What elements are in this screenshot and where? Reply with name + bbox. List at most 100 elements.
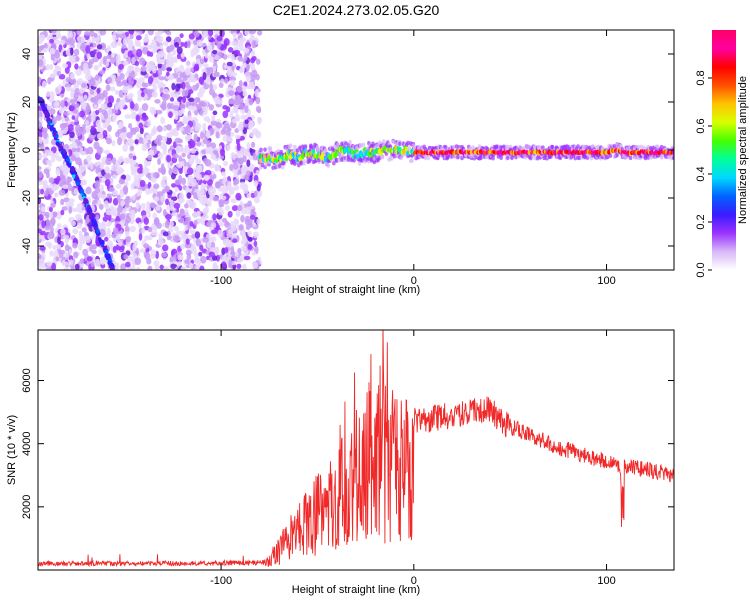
noise-pixel (93, 104, 98, 110)
noise-pixel (176, 77, 182, 83)
noise-pixel (75, 56, 80, 62)
noise-pixel (212, 49, 218, 55)
noise-pixel (49, 64, 54, 70)
sweep-pixel (53, 132, 57, 137)
noise-pixel (199, 255, 207, 264)
noise-pixel (86, 256, 93, 262)
noise-pixel (162, 143, 168, 152)
noise-pixel (48, 212, 54, 219)
noise-pixel (194, 96, 201, 103)
x-tick-label: -100 (210, 275, 232, 287)
noise-pixel (100, 103, 108, 110)
noise-pixel (42, 131, 48, 140)
noise-pixel (174, 112, 179, 121)
noise-pixel (171, 196, 178, 202)
noise-pixel (166, 46, 171, 53)
noise-pixel (178, 167, 183, 175)
noise-pixel (178, 193, 184, 201)
noise-pixel (138, 232, 143, 241)
noise-pixel (208, 187, 215, 196)
noise-pixel (222, 126, 227, 133)
sweep-pixel (89, 214, 93, 220)
noise-pixel (215, 254, 220, 262)
noise-pixel (125, 157, 130, 164)
noise-pixel (69, 259, 74, 266)
tone-halo-pixel (274, 164, 278, 170)
noise-pixel (200, 102, 207, 107)
noise-pixel (138, 222, 142, 229)
noise-pixel (43, 42, 48, 50)
noise-pixel (51, 154, 56, 163)
tone-halo-pixel (499, 155, 503, 160)
noise-pixel (198, 107, 204, 116)
noise-pixel (183, 220, 189, 226)
noise-pixel (54, 65, 60, 70)
noise-pixel (238, 103, 245, 110)
tone-halo-pixel (375, 143, 379, 149)
noise-pixel (132, 243, 137, 252)
noise-pixel (157, 237, 164, 246)
tone-halo-pixel (361, 142, 366, 148)
noise-pixel (188, 33, 195, 40)
noise-pixel (102, 90, 108, 98)
noise-pixel (191, 243, 197, 251)
snr-axes: -100 0 100 2000 4000 6000 (21, 330, 674, 587)
sweep-pixel (91, 219, 96, 225)
sweep-pixel (88, 211, 92, 216)
noise-pixel (120, 132, 127, 137)
noise-pixel (231, 40, 238, 47)
noise-pixel (130, 127, 136, 133)
noise-pixel (232, 162, 239, 170)
noise-pixel (246, 142, 251, 150)
tone-halo-pixel (309, 156, 313, 162)
tone-halo-pixel (280, 165, 285, 170)
noise-pixel (201, 220, 206, 226)
noise-pixel (183, 167, 189, 175)
noise-pixel (122, 126, 127, 133)
noise-pixel (206, 221, 211, 228)
noise-pixel (193, 133, 198, 142)
noise-pixel (255, 58, 261, 65)
noise-pixel (161, 252, 168, 258)
noise-pixel (249, 214, 256, 220)
noise-pixel (91, 190, 98, 200)
noise-pixel (141, 103, 149, 112)
noise-pixel (120, 263, 127, 270)
noise-pixel (124, 174, 131, 182)
noise-pixel (98, 203, 104, 210)
noise-pixel (253, 190, 258, 198)
noise-pixel (147, 139, 152, 145)
noise-pixel (38, 154, 43, 160)
noise-pixel (179, 126, 184, 132)
noise-pixel (160, 116, 166, 125)
noise-pixel (247, 244, 253, 250)
noise-pixel (162, 40, 169, 47)
x-tick-label: -100 (210, 575, 232, 587)
noise-pixel (91, 249, 97, 255)
noise-pixel (206, 130, 211, 139)
tone-halo-pixel (434, 145, 439, 151)
noise-pixel (146, 235, 153, 241)
noise-pixel (185, 124, 191, 133)
noise-pixel (135, 81, 142, 89)
noise-pixel (244, 119, 249, 125)
noise-pixel (106, 54, 112, 60)
noise-pixel (192, 39, 199, 45)
noise-pixel (203, 63, 209, 68)
noise-pixel (65, 201, 71, 208)
tone-halo-pixel (360, 158, 364, 163)
noise-pixel (117, 39, 122, 47)
noise-pixel (150, 230, 158, 236)
noise-pixel (111, 233, 117, 239)
noise-pixel (187, 175, 194, 183)
noise-pixel (212, 65, 217, 73)
noise-pixel (243, 54, 248, 62)
noise-pixel (252, 261, 259, 269)
noise-pixel (169, 97, 175, 102)
noise-pixel (94, 74, 99, 82)
noise-pixel (166, 131, 173, 139)
noise-pixel (125, 197, 131, 204)
noise-pixel (128, 84, 133, 90)
noise-pixel (111, 140, 116, 147)
